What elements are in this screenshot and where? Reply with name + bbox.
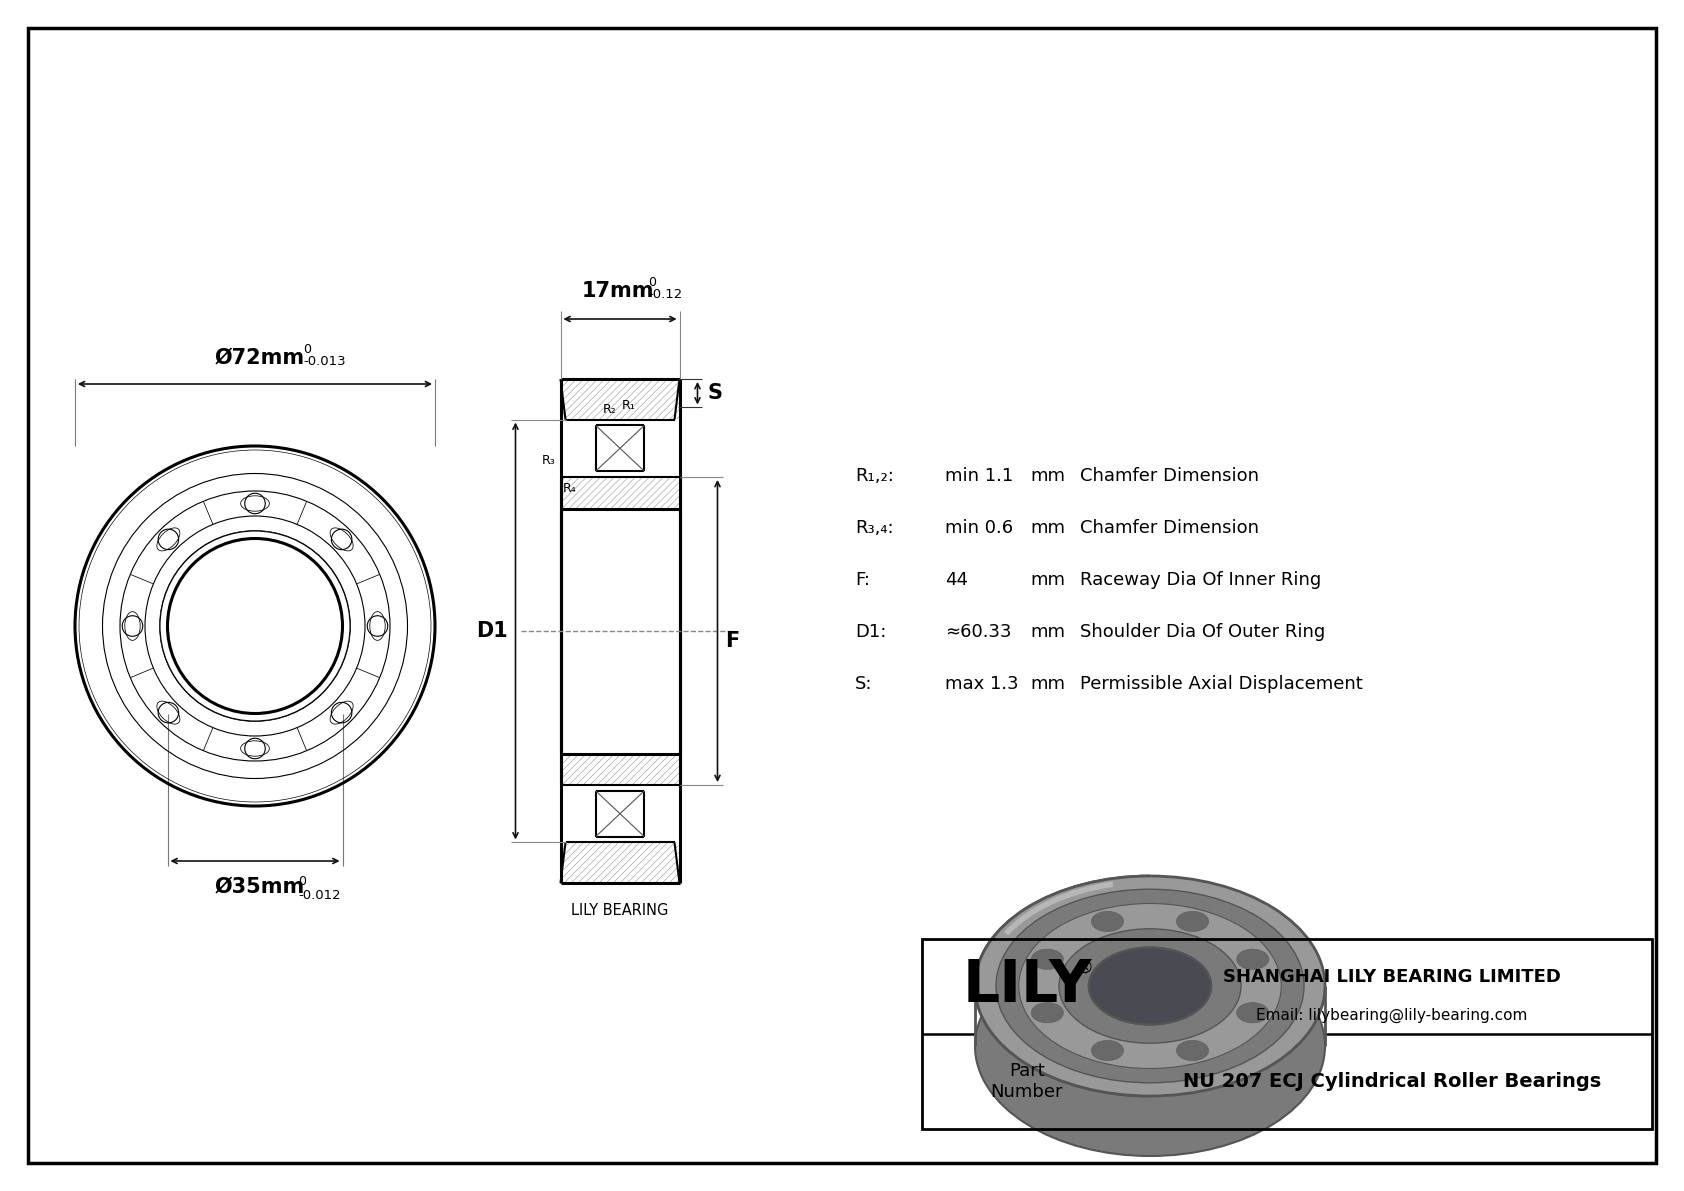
Text: Email: lilybearing@lily-bearing.com: Email: lilybearing@lily-bearing.com xyxy=(1256,1008,1527,1023)
Text: mm: mm xyxy=(1031,519,1064,537)
Text: 44: 44 xyxy=(945,570,968,590)
Text: S: S xyxy=(707,384,722,404)
Ellipse shape xyxy=(1031,949,1063,969)
Ellipse shape xyxy=(1059,929,1241,1043)
Text: mm: mm xyxy=(1031,570,1064,590)
Text: R₄: R₄ xyxy=(562,482,576,495)
Text: D1:: D1: xyxy=(855,623,886,641)
Text: Part
Number: Part Number xyxy=(990,1062,1063,1100)
Ellipse shape xyxy=(1091,911,1123,931)
Text: Chamfer Dimension: Chamfer Dimension xyxy=(1079,519,1260,537)
Ellipse shape xyxy=(975,877,1325,1096)
Text: -0.012: -0.012 xyxy=(298,888,340,902)
Text: Ø35mm: Ø35mm xyxy=(216,877,305,897)
Text: Permissible Axial Displacement: Permissible Axial Displacement xyxy=(1079,675,1362,693)
Text: mm: mm xyxy=(1031,623,1064,641)
Text: F: F xyxy=(726,631,739,651)
Ellipse shape xyxy=(1019,904,1282,1068)
Text: Chamfer Dimension: Chamfer Dimension xyxy=(1079,467,1260,485)
Text: Shoulder Dia Of Outer Ring: Shoulder Dia Of Outer Ring xyxy=(1079,623,1325,641)
Text: Ø72mm: Ø72mm xyxy=(216,348,305,368)
Text: 0: 0 xyxy=(303,343,312,356)
Text: min 1.1: min 1.1 xyxy=(945,467,1014,485)
Ellipse shape xyxy=(1236,949,1268,969)
Text: R₁: R₁ xyxy=(621,399,637,412)
Text: R₂: R₂ xyxy=(603,403,616,416)
Text: F:: F: xyxy=(855,570,871,590)
Ellipse shape xyxy=(975,936,1325,1156)
Text: LILY BEARING: LILY BEARING xyxy=(571,903,669,918)
Text: ≈60.33: ≈60.33 xyxy=(945,623,1012,641)
Text: 17mm: 17mm xyxy=(581,281,655,301)
Text: -0.013: -0.013 xyxy=(303,355,345,368)
Text: mm: mm xyxy=(1031,675,1064,693)
Text: NU 207 ECJ Cylindrical Roller Bearings: NU 207 ECJ Cylindrical Roller Bearings xyxy=(1182,1072,1601,1091)
Text: R₃,₄:: R₃,₄: xyxy=(855,519,894,537)
Text: max 1.3: max 1.3 xyxy=(945,675,1019,693)
Text: min 0.6: min 0.6 xyxy=(945,519,1014,537)
Text: S:: S: xyxy=(855,675,872,693)
Text: R₃: R₃ xyxy=(542,454,556,467)
Ellipse shape xyxy=(1236,1003,1268,1023)
Ellipse shape xyxy=(995,890,1303,1083)
Ellipse shape xyxy=(1091,1041,1123,1061)
Text: R₁,₂:: R₁,₂: xyxy=(855,467,894,485)
Ellipse shape xyxy=(1177,911,1209,931)
Text: Raceway Dia Of Inner Ring: Raceway Dia Of Inner Ring xyxy=(1079,570,1322,590)
Text: 0: 0 xyxy=(648,276,657,289)
Text: D1: D1 xyxy=(477,621,507,641)
Ellipse shape xyxy=(1177,1041,1209,1061)
Bar xyxy=(923,939,1652,1129)
Text: -0.12: -0.12 xyxy=(648,288,682,301)
Ellipse shape xyxy=(1090,948,1211,1024)
Text: SHANGHAI LILY BEARING LIMITED: SHANGHAI LILY BEARING LIMITED xyxy=(1223,968,1561,986)
Text: 0: 0 xyxy=(298,875,306,888)
Text: ®: ® xyxy=(1074,959,1093,977)
Ellipse shape xyxy=(1090,948,1211,1024)
Ellipse shape xyxy=(1031,1003,1063,1023)
Text: LILY: LILY xyxy=(962,958,1091,1014)
Text: mm: mm xyxy=(1031,467,1064,485)
